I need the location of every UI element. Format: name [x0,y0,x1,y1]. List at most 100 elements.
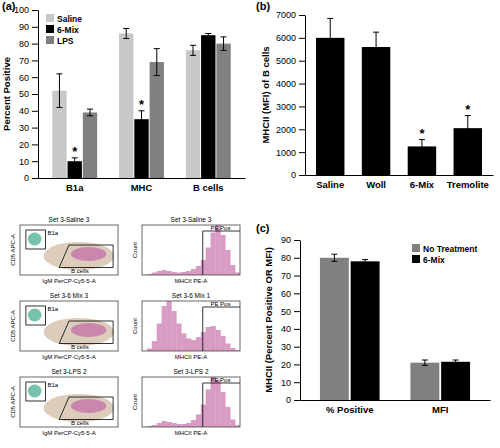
y-axis-title: Count [132,394,138,410]
axis-line [38,11,39,179]
y-tick: 60 [281,289,300,299]
legend-swatch [412,244,420,252]
tick-mark [32,27,38,28]
cell-cloud [71,323,106,337]
gate [26,306,46,325]
histogram-bar [211,233,216,276]
gate [202,231,203,275]
plot-area [147,225,240,275]
histogram-bar [191,420,196,427]
tick-label: % Positive [326,404,374,415]
histogram-bar [225,250,230,275]
tick-label: 40 [281,324,291,334]
y-tick: 50 [281,306,300,316]
y-tick: 80 [19,39,38,49]
bar [362,47,390,175]
tick-mark [299,106,305,107]
plot-frame [142,301,240,351]
histogram-bar [171,423,176,427]
y-tick: 90 [281,235,300,245]
legend-swatch [46,36,54,44]
legend-item: LPS [46,36,74,46]
histogram-bar [201,405,206,428]
tick-label: 0 [286,395,291,405]
histogram-bar [162,306,167,351]
tick-label: 0 [291,170,296,180]
histogram-bar [157,324,162,352]
tick-mark [294,364,300,365]
x-tick: Tremolite [447,175,489,190]
x-axis-title: IgM PerCP-Cy5-5-A [42,354,95,360]
tick-label: 100 [14,5,29,15]
error-bar [331,254,337,261]
histogram-bar [230,348,235,351]
tick-label: 40 [19,106,29,116]
gate [202,383,203,427]
bar [201,35,215,178]
histogram-bar [167,301,172,351]
gate [202,307,203,351]
tick-mark [294,311,300,312]
bar [441,362,470,400]
x-tick: Saline [316,175,344,190]
error-bar [419,140,425,154]
histogram-bar [171,272,176,275]
annotation: * [139,97,145,112]
tick-label: 80 [281,253,291,263]
plot-area [320,254,470,400]
legend: No Treatment6-Mix [412,244,477,265]
axis-line [306,175,494,176]
y-tick: 10 [281,378,300,388]
y-tick: 50 [19,89,38,99]
x-axis-title: IgM PerCP-Cy5-5-A [42,430,95,436]
flow-histogram: PE PosSet 3-6 Mix 1MHCII PE-ACount [132,292,240,360]
error-bar [221,37,227,50]
tick-label: 20 [19,140,29,150]
tick-mark [294,329,300,330]
cell-cloud [71,247,106,261]
histogram-bar [196,337,201,351]
tick-mark [32,10,38,11]
legend-item: 6-Mix [412,255,445,265]
legend-swatch [46,25,54,33]
histogram-bar [157,423,162,427]
cell-cloud [44,242,115,270]
tick-mark [32,128,38,129]
tick-mark [294,382,300,383]
y-tick: 0 [286,395,300,405]
x-axis-title: IgM PerCP-Cy5-5-A [42,278,95,284]
histogram-bar [216,380,221,428]
tick-mark [32,60,38,61]
histogram-bar [157,271,162,275]
gate-label: B1a [47,230,58,236]
tick-mark [32,178,38,179]
plot-frame [142,377,240,427]
x-axis: % PositiveMFI [301,400,491,415]
tick-label: 6-Mix [410,179,435,190]
tick-mark [299,129,305,130]
histogram-bar [181,272,186,275]
y-tick: 70 [19,56,38,66]
histogram-bar [206,390,211,428]
annotation: * [72,144,78,159]
gate-label: PE Pos [210,377,230,383]
x-axis: B1aMHCB cells [39,178,246,193]
histogram-bar [216,330,221,351]
histogram-bar [186,423,191,427]
bar [351,261,380,400]
histogram-bar [171,311,176,351]
cell-cloud [44,394,115,422]
y-tick: 5000 [276,56,305,66]
tick-label: B1a [66,182,84,193]
y-tick: 20 [281,360,300,370]
tick-label: 6000 [276,33,296,43]
flow-histogram: PE PosSet 3-Saline 3MHCII PE-ACount [132,216,240,284]
cell-cloud [44,318,115,346]
x-tick: MHC [131,178,153,193]
histogram-bar [162,421,167,427]
histogram-bar [167,271,172,275]
plot-frame [142,225,240,275]
histogram-bar [152,341,157,351]
plot-frame [20,301,118,351]
cell-cloud [28,385,42,398]
